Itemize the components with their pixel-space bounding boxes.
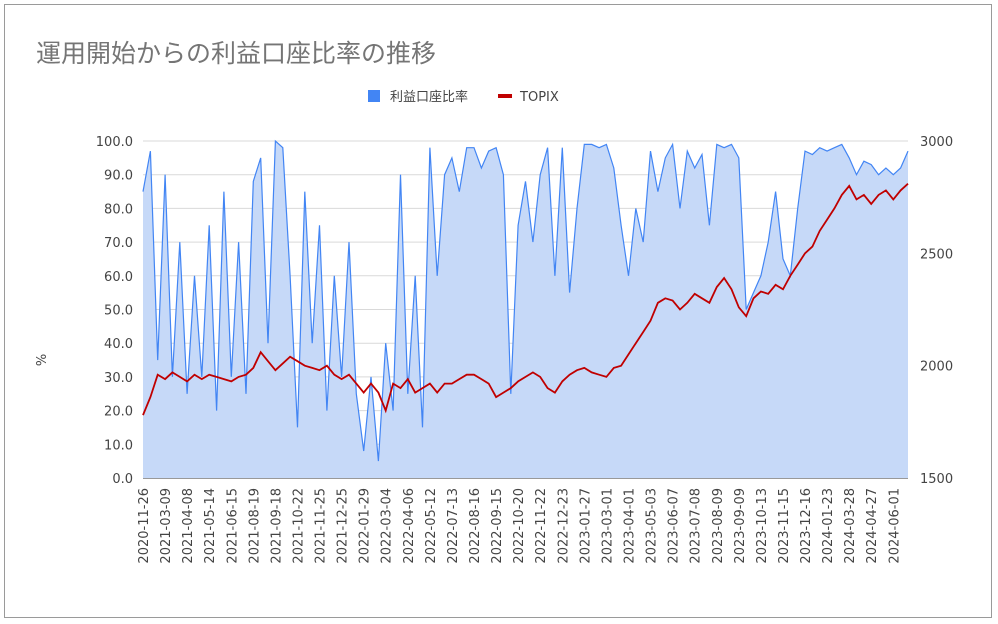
x-tick-label: 2022-08-16 xyxy=(468,488,483,564)
x-tick-label: 2022-04-06 xyxy=(402,488,417,564)
area xyxy=(143,141,908,478)
y2-tick-label: 2000 xyxy=(920,360,953,375)
legend: 利益口座比率 TOPIX xyxy=(368,89,559,105)
x-tick-label: 2021-10-22 xyxy=(291,488,306,564)
x-tick-label: 2021-05-14 xyxy=(203,488,218,564)
y-tick-label: 10.0 xyxy=(104,438,133,453)
x-tick-label: 2021-03-09 xyxy=(159,488,174,564)
y-tick-label: 50.0 xyxy=(104,304,133,319)
x-tick-label: 2023-05-03 xyxy=(645,488,660,564)
legend-swatch xyxy=(498,94,513,98)
x-tick-label: 2024-06-01 xyxy=(887,488,902,564)
x-tick-label: 2020-11-26 xyxy=(137,488,152,564)
y2-tick-label: 3000 xyxy=(920,135,953,150)
y-tick-label: 90.0 xyxy=(104,169,133,184)
legend-label: TOPIX xyxy=(519,90,559,105)
chart-title: 運用開始からの利益口座比率の推移 xyxy=(36,39,436,68)
x-tick-label: 2021-06-15 xyxy=(225,488,240,564)
y-tick-label: 70.0 xyxy=(104,236,133,251)
y2-tick-label: 2500 xyxy=(920,247,953,262)
y-tick-label: 20.0 xyxy=(104,405,133,420)
x-tick-label: 2021-12-25 xyxy=(336,488,351,564)
x-tick-label: 2024-04-27 xyxy=(865,488,880,564)
plot-area xyxy=(143,140,908,479)
x-tick-label: 2022-03-04 xyxy=(380,488,395,564)
y-tick-label: 100.0 xyxy=(96,135,133,150)
y-tick-label: 80.0 xyxy=(104,202,133,217)
y-tick-label: 60.0 xyxy=(104,270,133,285)
x-tick-label: 2021-04-08 xyxy=(181,488,196,564)
x-tick-label: 2023-11-15 xyxy=(777,488,792,564)
x-tick-label: 2023-08-09 xyxy=(711,488,726,564)
x-tick-label: 2021-09-18 xyxy=(269,488,284,564)
x-tick-label: 2023-06-07 xyxy=(667,488,682,564)
y-tick-label: 0.0 xyxy=(112,472,133,487)
x-tick-label: 2023-12-16 xyxy=(799,488,814,564)
x-tick-label: 2022-12-23 xyxy=(556,488,571,564)
x-tick-label: 2023-09-09 xyxy=(733,488,748,564)
frame xyxy=(4,4,992,618)
x-tick-label: 2022-11-22 xyxy=(534,488,549,564)
x-tick-label: 2022-05-12 xyxy=(424,488,439,564)
legend-swatch xyxy=(368,90,380,102)
legend-label: 利益口座比率 xyxy=(390,89,468,105)
x-tick-label: 2023-04-01 xyxy=(622,488,637,564)
x-tick-label: 2021-11-25 xyxy=(314,488,329,564)
x-tick-label: 2022-09-15 xyxy=(490,488,505,564)
x-tick-label: 2024-01-23 xyxy=(821,488,836,564)
y-axis-label: % xyxy=(35,354,50,366)
x-tick-label: 2023-07-08 xyxy=(689,488,704,564)
line xyxy=(142,183,909,416)
x-tick-label: 2021-08-19 xyxy=(247,488,262,564)
x-tick-label: 2023-10-13 xyxy=(755,488,770,564)
y-tick-label: 40.0 xyxy=(104,337,133,352)
y2-tick-label: 1500 xyxy=(920,472,953,487)
y-tick-label: 30.0 xyxy=(104,371,133,386)
x-tick-label: 2023-01-27 xyxy=(578,488,593,564)
x-tick-label: 2022-01-29 xyxy=(358,488,373,564)
x-tick-label: 2022-10-20 xyxy=(512,488,527,564)
x-tick-label: 2024-03-28 xyxy=(843,488,858,564)
x-tick-label: 2023-03-01 xyxy=(600,488,615,564)
line xyxy=(142,139,909,462)
x-tick-label: 2022-07-13 xyxy=(446,488,461,564)
